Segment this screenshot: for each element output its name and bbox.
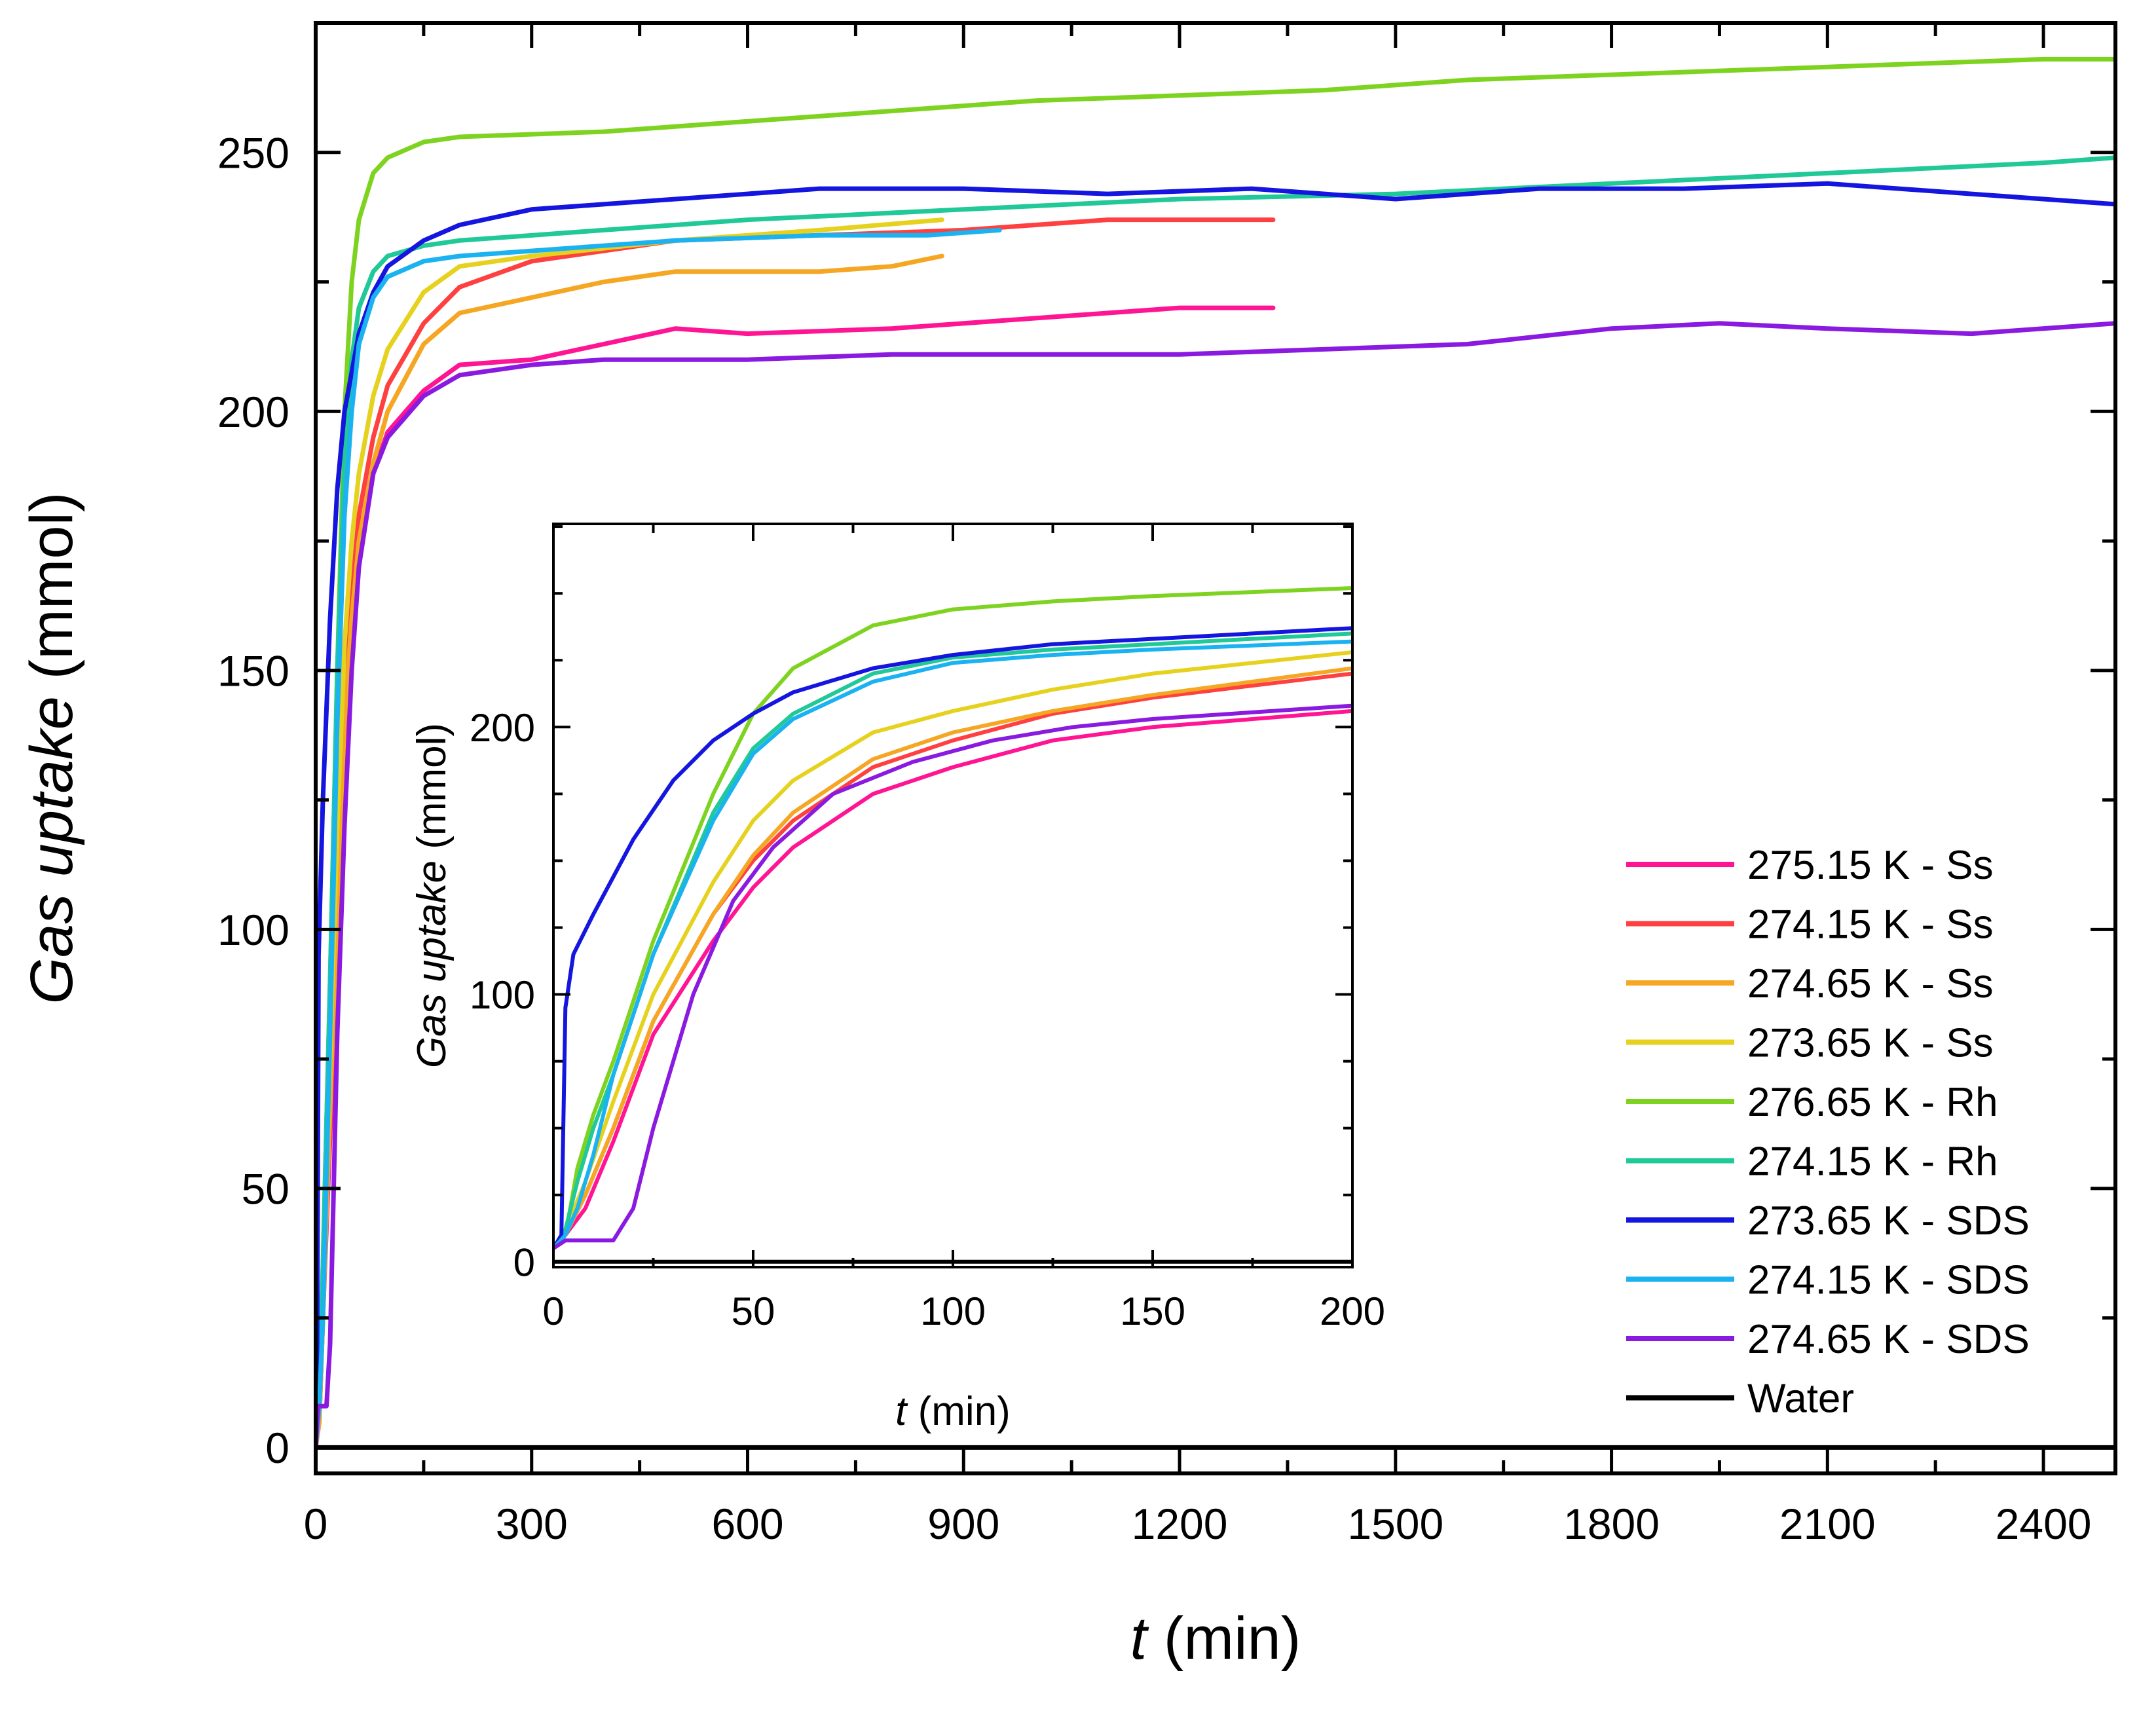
legend-label: Water (1747, 1376, 1854, 1422)
main-plot: 0 300 600 900 1200 1500 1800 2100 24000501001502… (18, 21, 2117, 1672)
main-x-tick-label: 2100 (1779, 1500, 1876, 1548)
legend-item-water: Water (1626, 1376, 1854, 1422)
legend-label: 274.15 K - Rh (1747, 1139, 1998, 1185)
main-x-axis-title: t (min) (1130, 1605, 1301, 1672)
main-y-axis-title: Gas uptake (mmol) (18, 492, 85, 1004)
legend-item-274-15-k-ss: 274.15 K - Ss (1626, 902, 1994, 948)
legend-item-274-65-k-ss: 274.65 K - Ss (1626, 961, 1994, 1007)
inset-x-tick-label: 100 (920, 1289, 986, 1333)
main-series-line-274-65-k-sds (316, 321, 2115, 1450)
inset-y-tick-label: 200 (470, 706, 535, 750)
inset-series-line-274-15-k-rh (553, 631, 1352, 1251)
legend-item-274-15-k-rh: 274.15 K - Rh (1626, 1139, 1998, 1185)
inset-series-line-274-65-k-sds (553, 703, 1352, 1251)
legend-item-274-15-k-sds: 274.15 K - SDS (1626, 1258, 2030, 1303)
legend-label: 274.65 K - SDS (1747, 1317, 2030, 1362)
legend-item-273-65-k-ss: 273.65 K - Ss (1626, 1021, 1994, 1066)
legend-label: 274.65 K - Ss (1747, 961, 1994, 1007)
legend-label: 276.65 K - Rh (1747, 1080, 1998, 1125)
main-x-tick-label: 900 (927, 1500, 999, 1548)
legend-item-275-15-k-ss: 275.15 K - Ss (1626, 843, 1994, 888)
inset-series-group (553, 586, 1352, 1264)
legend-label: 274.15 K - Ss (1747, 902, 1994, 948)
main-plot-frame (314, 21, 2117, 1475)
main-x-tick-label: 1500 (1347, 1500, 1443, 1548)
main-x-tick-label: 0 (304, 1500, 328, 1548)
main-x-tick-label: 1200 (1132, 1500, 1228, 1548)
inset-y-axis-title: Gas uptake (mmol) (409, 723, 455, 1068)
legend-label: 273.65 K - Ss (1747, 1021, 1994, 1066)
inset-series-line-274-65-k-ss (553, 666, 1352, 1251)
main-series-group (316, 56, 2115, 1450)
main-y-tick-label: 100 (217, 906, 289, 954)
main-y-tick-label: 200 (217, 388, 289, 436)
inset-series-line-276-65-k-rh (553, 586, 1352, 1251)
legend-label: 273.65 K - SDS (1747, 1198, 2030, 1244)
inset-series-line-273-65-k-sds (553, 626, 1352, 1251)
main-series-line-273-65-k-sds (316, 181, 2115, 1450)
main-y-tick-label: 50 (242, 1165, 289, 1213)
legend-label: 275.15 K - Ss (1747, 843, 1994, 888)
inset-x-tick-label: 50 (732, 1289, 775, 1333)
inset-x-tick-label: 0 (542, 1289, 564, 1333)
main-y-tick-label: 150 (217, 647, 289, 695)
inset-series-line-274-15-k-sds (553, 639, 1352, 1251)
inset-series-line-275-15-k-ss (553, 709, 1352, 1251)
inset-y-tick-label: 100 (470, 973, 535, 1017)
legend-label: 274.15 K - SDS (1747, 1258, 2030, 1303)
legend-item-276-65-k-rh: 276.65 K - Rh (1626, 1080, 1998, 1125)
legend: 275.15 K - Ss 274.15 K - Ss 274.65 K - Ss 2… (1626, 843, 2030, 1422)
main-y-tick-label: 0 (265, 1424, 289, 1472)
main-x-tick-label: 300 (496, 1500, 568, 1548)
main-x-tick-label: 600 (711, 1500, 783, 1548)
legend-item-273-65-k-sds: 273.65 K - SDS (1626, 1198, 2030, 1244)
main-x-tick-label: 1800 (1563, 1500, 1660, 1548)
inset-y-tick-label: 0 (513, 1240, 535, 1284)
inset-plot: 0 50 100 150 200 0 100 200 t (min) Gas uptake (mm… (409, 523, 1385, 1434)
inset-x-tick-label: 150 (1120, 1289, 1185, 1333)
main-y-tick-label: 250 (217, 129, 289, 177)
legend-item-274-65-k-sds: 274.65 K - SDS (1626, 1317, 2030, 1362)
inset-x-tick-label: 200 (1320, 1289, 1385, 1333)
inset-x-axis-title: t (min) (895, 1389, 1011, 1434)
main-series-line-274-15-k-sds (316, 227, 1002, 1450)
main-x-tick-label: 2400 (1996, 1500, 2092, 1548)
